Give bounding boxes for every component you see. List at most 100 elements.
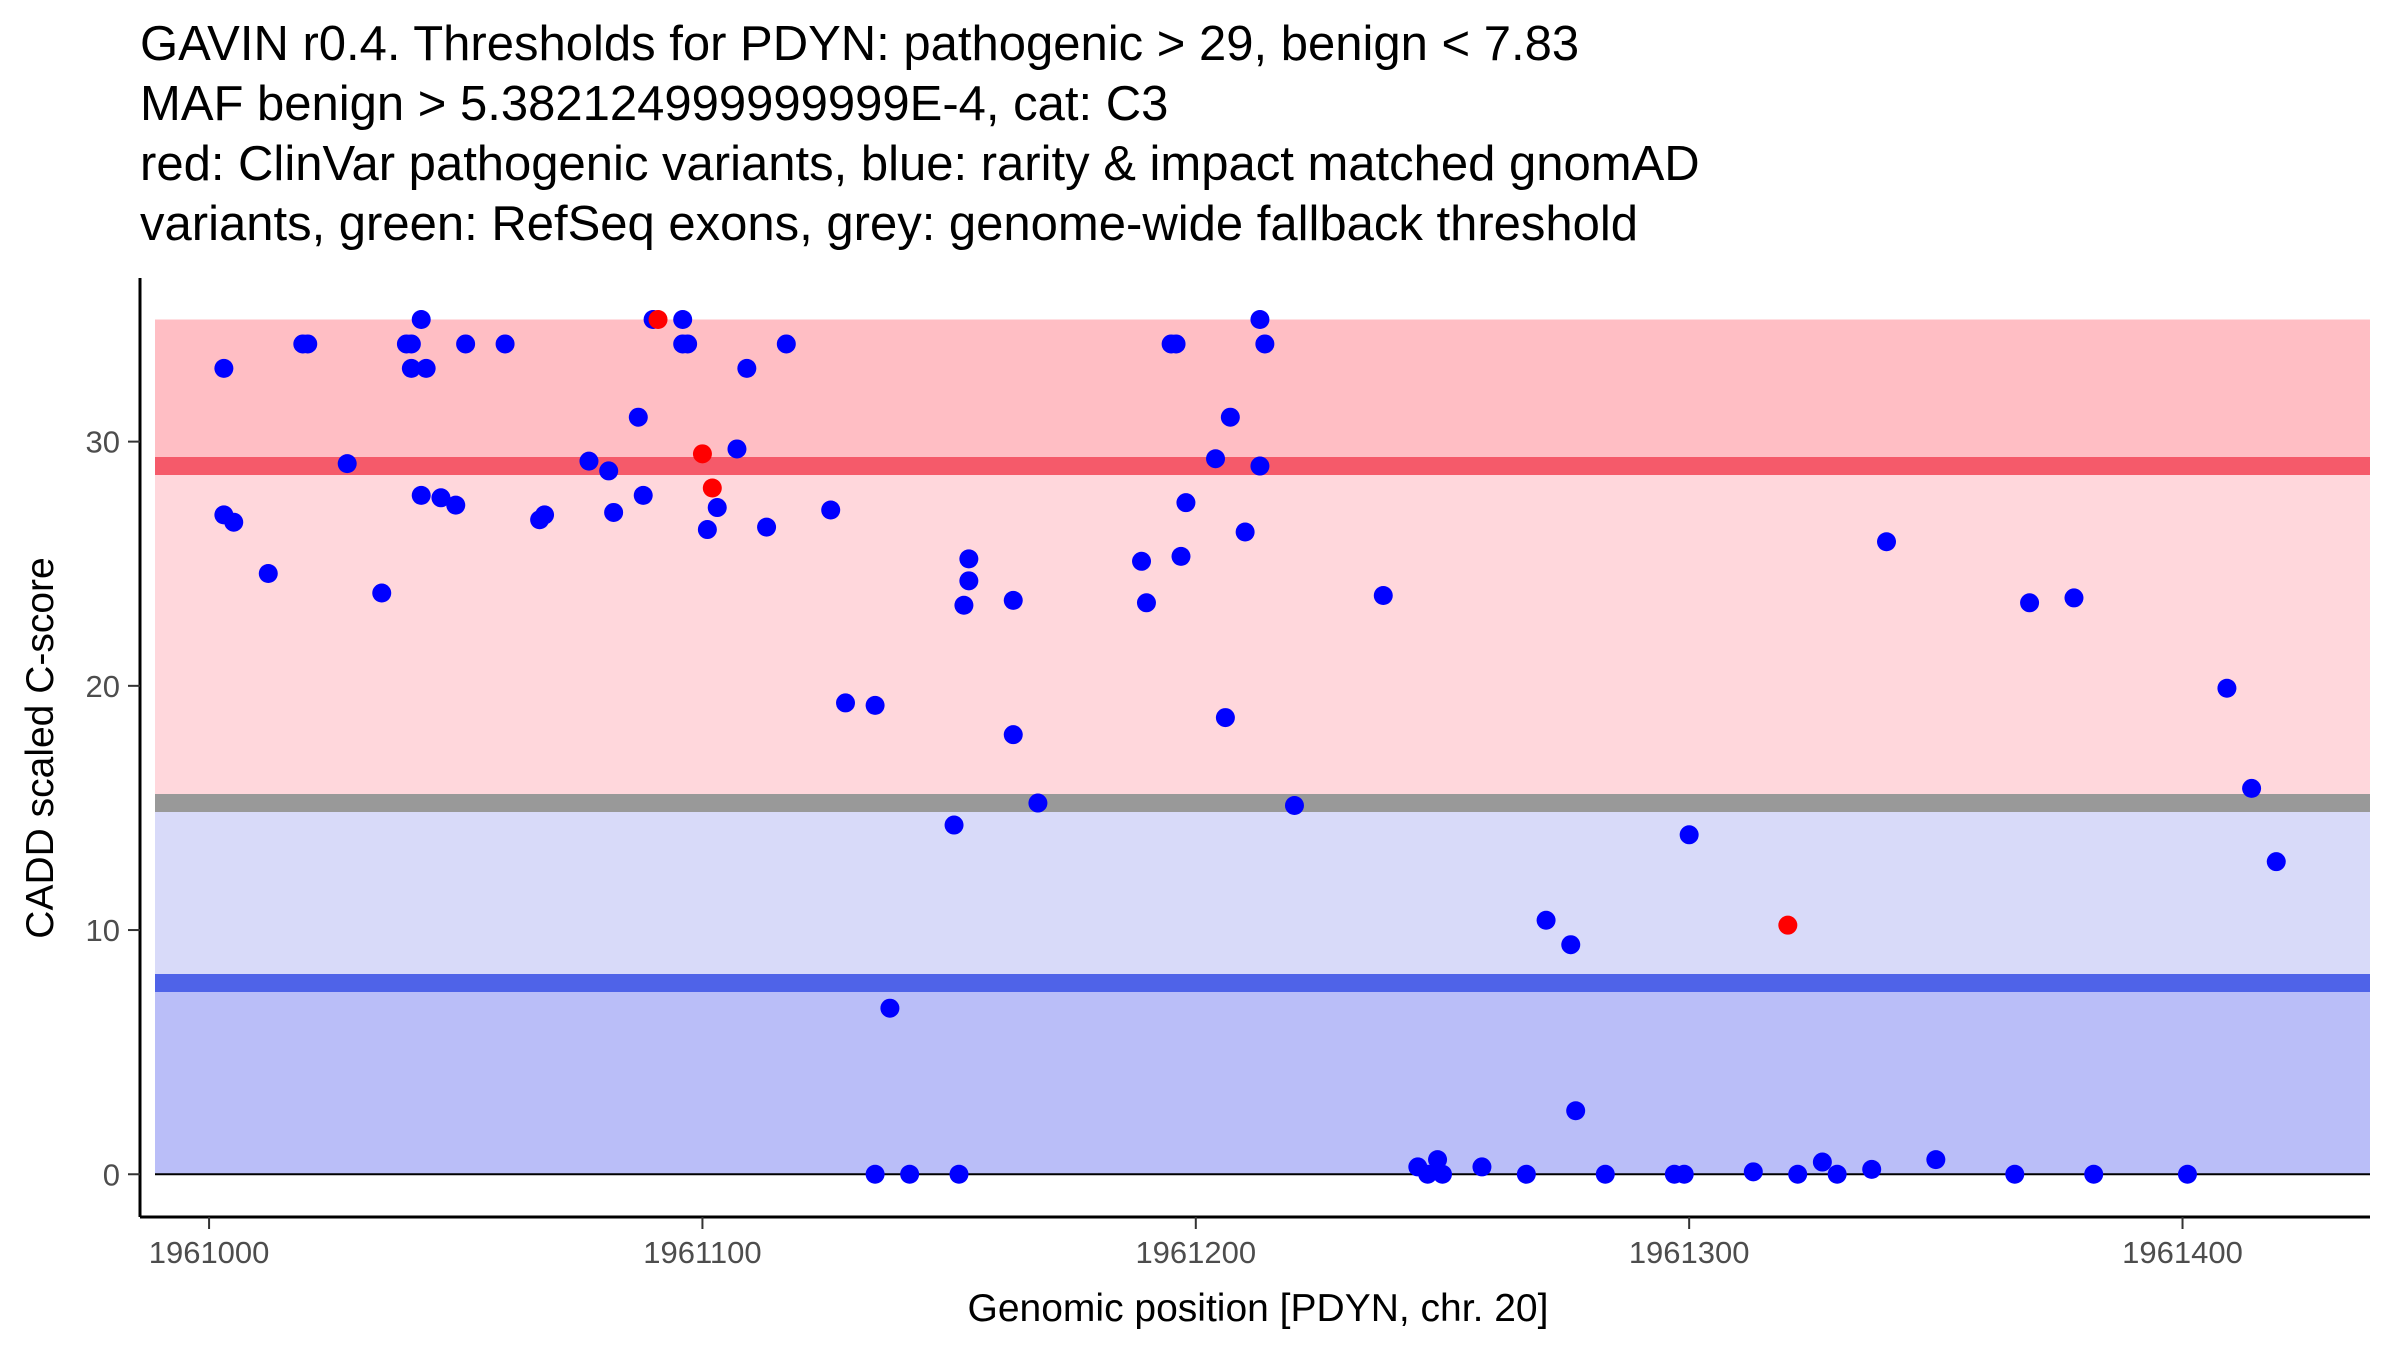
gnomad-variants-point-67 (1428, 1150, 1448, 1170)
gnomad-variants-point-53 (1166, 334, 1186, 354)
gnomad-variants-point-14 (416, 358, 436, 378)
clinvar-pathogenic-variants-point-3 (702, 478, 722, 498)
axes: 1961000 1961100 1961200 1961300 1961400 0 10 20… (86, 278, 2370, 1270)
gnomad-variants-point-11 (401, 334, 421, 354)
x-tick-label-1961000: 1961000 (149, 1235, 270, 1270)
chart-title: GAVIN r0.4. Thresholds for PDYN: pathoge… (140, 17, 1700, 251)
gnomad-variants-point-81 (1827, 1164, 1847, 1184)
gnomad-variants-point-63 (1284, 796, 1304, 816)
gnomad-variants-point-35 (776, 334, 796, 354)
gnomad-variants-point-62 (1255, 334, 1275, 354)
gnomad-variants-point-18 (495, 334, 515, 354)
gnomad-variants-point-54 (1171, 546, 1191, 566)
gnomad-variants-point-4 (258, 563, 278, 583)
gnomad-variants-point-76 (1674, 1164, 1694, 1184)
gnomad-variants-point-69 (1472, 1157, 1492, 1177)
gnomad-variants-point-86 (2020, 593, 2040, 613)
gnomad-variants-point-59 (1235, 522, 1255, 542)
gnomad-variants-point-30 (697, 520, 717, 540)
gnomad-variants-point-25 (633, 485, 653, 505)
x-tick-label-1961400: 1961400 (2122, 1235, 2243, 1270)
benign-light-band (155, 803, 2370, 984)
gnomad-variants-point-80 (1812, 1152, 1832, 1172)
gnomad-variants-point-60 (1250, 310, 1270, 330)
clinvar-pathogenic-variants-point-4 (1778, 915, 1798, 935)
gnomad-variants-point-73 (1566, 1101, 1586, 1121)
gnomad-variants-point-84 (1926, 1150, 1946, 1170)
gnomad-variants-point-34 (757, 517, 777, 537)
gnomad-variants-point-31 (707, 498, 727, 518)
gnomad-variants-point-32 (727, 439, 747, 459)
gnomad-variants-point-39 (865, 1164, 885, 1184)
gnomad-variants-point-40 (880, 998, 900, 1018)
gnomad-variants-point-21 (579, 451, 599, 471)
y-tick-label-20: 20 (86, 669, 120, 704)
gnomad-variants-point-49 (1028, 793, 1048, 813)
x-tick-label-1961200: 1961200 (1135, 1235, 1256, 1270)
gnomad-variants-point-83 (1877, 532, 1897, 552)
gnomad-variants-point-55 (1176, 493, 1196, 513)
gnomad-variants-point-61 (1250, 456, 1270, 476)
gnomad-variants-point-44 (954, 595, 974, 615)
clinvar-pathogenic-variants-point-1 (648, 310, 668, 330)
gnomad-variants-point-68 (1432, 1164, 1452, 1184)
gnomad-variants-point-66 (1418, 1164, 1438, 1184)
y-tick-label-10: 10 (86, 913, 120, 948)
title-line-3: red: ClinVar pathogenic variants, blue: … (140, 137, 1700, 191)
gnomad-variants-point-58 (1220, 407, 1240, 427)
gnomad-variants-point-16 (446, 495, 466, 515)
gnomad-variants-point-36 (821, 500, 841, 520)
gnomad-variants-point-38 (865, 695, 885, 715)
gnomad-variants-point-70 (1516, 1164, 1536, 1184)
gnomad-variants-point-48 (1003, 725, 1023, 745)
gnomad-variants-point-91 (2242, 778, 2262, 798)
gnomad-variants-point-17 (456, 334, 476, 354)
gnomad-variants-point-56 (1206, 449, 1226, 469)
gnomad-variants-point-45 (959, 571, 979, 591)
x-tick-label-1961100: 1961100 (643, 1235, 761, 1270)
gnomad-variants-point-1 (214, 358, 234, 378)
pathogenic-light-band (155, 466, 2370, 804)
gnomad-variants-point-51 (1136, 593, 1156, 613)
y-axis-title: CADD scaled C-score (19, 557, 62, 938)
gnomad-variants-point-92 (2266, 852, 2286, 872)
gnomad-variants-point-72 (1561, 935, 1581, 955)
gnomad-variants-point-89 (2177, 1164, 2197, 1184)
gnomad-variants-point-88 (2084, 1164, 2104, 1184)
title-line-4: variants, green: RefSeq exons, grey: gen… (140, 197, 1638, 251)
gnomad-variants-point-47 (1003, 590, 1023, 610)
gnomad-variants-point-12 (411, 310, 431, 330)
y-tick-label-0: 0 (103, 1157, 120, 1192)
gnomad-variants-point-8 (372, 583, 392, 603)
clinvar-pathogenic-variants-point-2 (692, 444, 712, 464)
gnomad-variants-point-7 (337, 454, 357, 474)
gnomad-variants-point-79 (1788, 1164, 1808, 1184)
gnomad-variants-point-27 (673, 310, 693, 330)
x-tick-label-1961300: 1961300 (1629, 1235, 1750, 1270)
gnomad-variants-point-87 (2064, 588, 2084, 608)
gnomad-variants-point-57 (1215, 708, 1235, 728)
gnomad-variants-point-77 (1679, 825, 1699, 845)
x-axis-title: Genomic position [PDYN, chr. 20] (968, 1287, 1549, 1330)
gnomad-variants-point-90 (2217, 678, 2237, 698)
gnomad-variants-point-43 (949, 1164, 969, 1184)
gnomad-variants-point-6 (298, 334, 318, 354)
title-line-1: GAVIN r0.4. Thresholds for PDYN: pathoge… (140, 17, 1579, 71)
gnomad-variants-point-22 (599, 461, 619, 481)
gnomad-variants-point-23 (604, 502, 624, 522)
title-line-2: MAF benign > 5.382124999999999E-4, cat: … (140, 77, 1168, 131)
gnomad-variants-point-3 (224, 512, 244, 532)
gnomad-variants-point-71 (1536, 910, 1556, 930)
gnomad-variants-point-78 (1743, 1162, 1763, 1182)
y-tick-label-30: 30 (86, 425, 120, 460)
gnomad-variants-point-64 (1373, 585, 1393, 605)
gnomad-variants-point-37 (836, 693, 856, 713)
gnomad-variants-point-29 (678, 334, 698, 354)
gnomad-variants-point-13 (411, 485, 431, 505)
gnomad-variants-point-10 (401, 358, 421, 378)
data-points (214, 310, 2286, 1184)
threshold-bands (155, 319, 2370, 1175)
gnomad-variants-point-20 (535, 505, 555, 525)
gnomad-variants-point-42 (944, 815, 964, 835)
